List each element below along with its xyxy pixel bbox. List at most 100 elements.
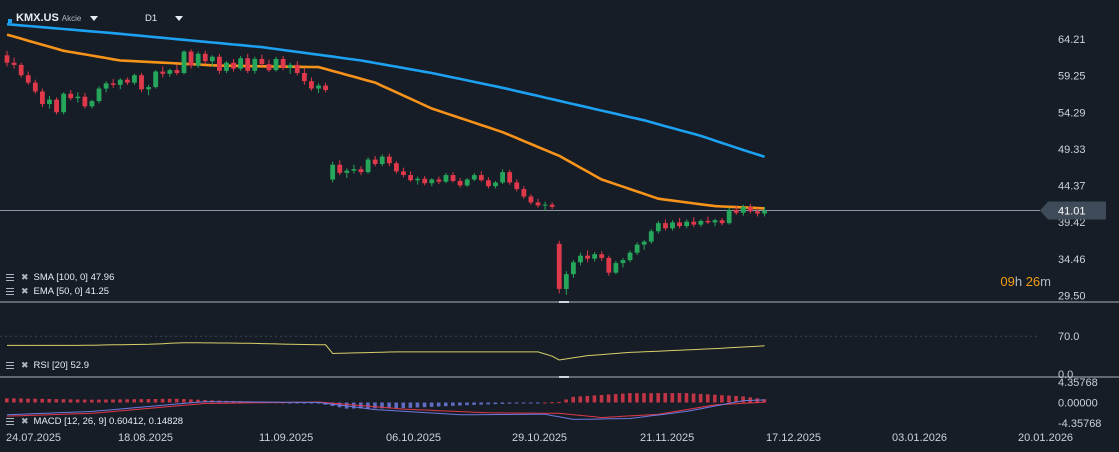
- candle: [436, 176, 442, 184]
- candle-body: [755, 211, 760, 214]
- candle-body: [726, 209, 732, 224]
- timeframe-selector[interactable]: D1: [145, 10, 184, 26]
- candle-body: [493, 182, 498, 187]
- candle: [528, 194, 534, 205]
- macd-histogram-bar: [720, 395, 724, 403]
- candle-body: [507, 172, 513, 183]
- candle-body: [117, 79, 123, 85]
- rsi-tick-label: 0.0: [1058, 369, 1073, 381]
- candle-body: [415, 178, 421, 181]
- candle: [670, 220, 675, 231]
- macd-histogram-bar: [97, 399, 101, 403]
- macd-histogram-bar: [670, 393, 675, 403]
- candle: [606, 255, 612, 276]
- sma-legend[interactable]: ✖ SMA [100, 0] 47.96: [6, 271, 114, 283]
- candle: [372, 155, 378, 167]
- candle-body: [188, 51, 194, 66]
- candle: [755, 208, 760, 217]
- sma-legend-label: SMA [100, 0] 47.96: [33, 271, 115, 283]
- macd-histogram-bar: [500, 402, 505, 404]
- macd-histogram-bar: [26, 398, 30, 403]
- settings-list-icon[interactable]: [6, 361, 17, 370]
- candle: [365, 157, 371, 174]
- ema-legend[interactable]: ✖ EMA [50, 0] 41.25: [6, 285, 109, 297]
- pane-resize-handle: [559, 301, 569, 303]
- candle-body: [585, 255, 590, 259]
- settings-list-icon[interactable]: [6, 417, 17, 426]
- candle: [25, 71, 31, 85]
- macd-histogram-bar: [182, 399, 186, 403]
- candle-body: [75, 96, 81, 99]
- candle: [330, 161, 336, 183]
- macd-histogram-bar: [677, 393, 682, 403]
- date-tick-label: 20.01.2026: [1018, 432, 1073, 444]
- macd-histogram-bar: [295, 402, 299, 404]
- candle: [153, 70, 159, 89]
- symbol-dropdown-icon[interactable]: [90, 15, 99, 21]
- macd-histogram-bar: [174, 398, 179, 403]
- candle: [542, 201, 548, 211]
- candle: [457, 178, 463, 188]
- candle-body: [365, 159, 371, 173]
- candle-body: [592, 254, 598, 259]
- candle: [712, 218, 718, 227]
- price-tick-label: 64.21: [1058, 34, 1086, 46]
- symbol-selector[interactable]: KMX.US Akcie: [8, 10, 99, 26]
- candle: [578, 252, 583, 266]
- macd-histogram-bar: [380, 402, 384, 409]
- close-icon[interactable]: ✖: [21, 415, 29, 426]
- candle-body: [443, 175, 449, 182]
- macd-legend[interactable]: ✖ MACD [12, 26, 9] 0.60412, 0.14828: [6, 415, 183, 427]
- candle-body: [571, 262, 576, 275]
- date-tick-label: 29.10.2025: [512, 432, 567, 444]
- candle: [556, 240, 562, 294]
- candle-body: [273, 58, 279, 71]
- macd-histogram-bar: [727, 395, 731, 403]
- candle-body: [677, 222, 682, 227]
- close-icon[interactable]: ✖: [21, 285, 29, 296]
- candle-body: [146, 87, 151, 90]
- macd-histogram-bar: [167, 398, 172, 403]
- candle-body: [401, 171, 406, 176]
- settings-list-icon[interactable]: [6, 273, 17, 282]
- candle: [443, 172, 449, 184]
- candle-body: [556, 243, 562, 289]
- candle: [677, 217, 682, 229]
- price-tick-label: 49.33: [1058, 144, 1086, 156]
- macd-histogram-bar: [585, 395, 590, 403]
- sma-line-layer: [6, 22, 766, 159]
- timeframe-dropdown-icon[interactable]: [175, 15, 184, 21]
- candle: [655, 220, 661, 234]
- candle-body: [691, 221, 697, 225]
- countdown-hours-unit: h: [1014, 274, 1023, 289]
- pane-resize-handle: [559, 376, 569, 378]
- candle: [68, 90, 74, 101]
- candle-body: [316, 85, 321, 89]
- macd-histogram-bar: [649, 393, 653, 403]
- close-icon[interactable]: ✖: [21, 359, 29, 370]
- settings-list-icon[interactable]: [6, 287, 17, 296]
- candle-body: [294, 64, 300, 74]
- macd-histogram-bar: [493, 402, 498, 405]
- candle-body: [379, 156, 385, 164]
- rsi-legend[interactable]: ✖ RSI [20] 52.9: [6, 359, 89, 371]
- close-icon[interactable]: ✖: [21, 271, 29, 282]
- macd-pane: [5, 393, 767, 420]
- macd-histogram-bar: [628, 393, 632, 403]
- candle: [117, 78, 123, 90]
- candle-body: [54, 99, 59, 113]
- macd-histogram-bar: [436, 402, 441, 407]
- candle-body: [748, 206, 753, 212]
- candle-body: [535, 202, 541, 206]
- candle: [379, 154, 385, 167]
- ema-legend-label: EMA [50, 0] 41.25: [33, 285, 110, 297]
- macd-histogram-bar: [571, 396, 575, 403]
- candle: [748, 203, 753, 214]
- candle: [280, 56, 286, 71]
- macd-histogram-bar: [599, 394, 604, 403]
- candle: [4, 50, 10, 67]
- candle: [110, 78, 116, 88]
- macd-histogram-bar: [705, 394, 710, 403]
- candle: [408, 171, 413, 182]
